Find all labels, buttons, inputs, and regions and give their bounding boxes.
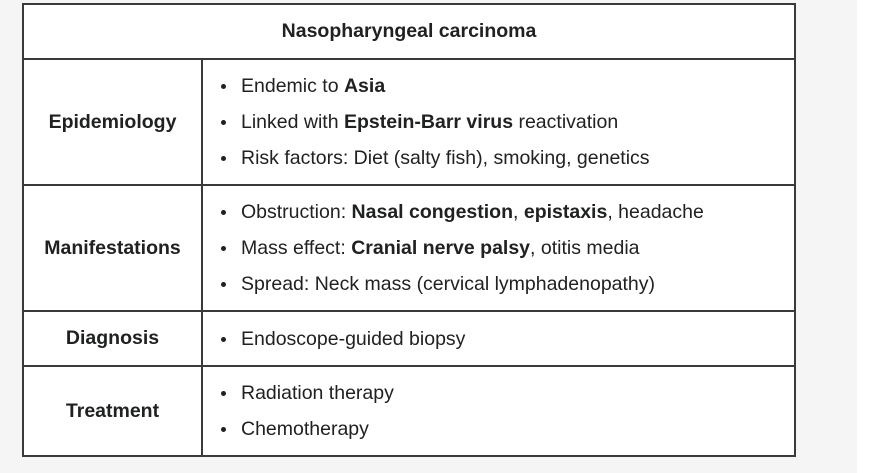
bold-term: Asia (343, 75, 386, 97)
bold-term: Nasal congestion (351, 201, 514, 223)
list-item: Spread: Neck mass (cervical lymphadenopa… (219, 266, 794, 302)
page-margin (857, 0, 875, 473)
row-label-treatment: Treatment (22, 365, 203, 457)
text-segment: Endoscope-guided biopsy (241, 327, 466, 350)
list-item: Mass effect: Cranial nerve palsy, otitis… (219, 230, 794, 266)
table-title: Nasopharyngeal carcinoma (22, 3, 796, 60)
bullet-list: Obstruction: Nasal congestion, epistaxis… (219, 194, 794, 302)
list-item: Chemotherapy (219, 411, 794, 447)
text-segment: Radiation therapy (241, 382, 394, 404)
bold-term: epistaxis (523, 201, 608, 223)
text-segment: Chemotherapy (241, 418, 369, 440)
row-label-diagnosis: Diagnosis (22, 310, 203, 367)
table-row-diagnosis: Diagnosis Endoscope-guided biopsy (22, 310, 796, 367)
info-table: Nasopharyngeal carcinoma Epidemiology En… (22, 3, 796, 457)
text-segment: , (513, 201, 524, 223)
row-content-diagnosis: Endoscope-guided biopsy (201, 310, 796, 367)
text-segment: Risk factors: Diet (salty fish), smoking… (241, 147, 650, 169)
text-segment: Mass effect: (241, 237, 352, 259)
table-row-manifestations: Manifestations Obstruction: Nasal conges… (22, 184, 796, 312)
row-content-manifestations: Obstruction: Nasal congestion, epistaxis… (201, 184, 796, 312)
list-item: Endemic to Asia (219, 68, 794, 104)
row-label-epidemiology: Epidemiology (22, 58, 203, 186)
bold-term: Cranial nerve palsy (351, 237, 531, 259)
text-segment: Obstruction: (241, 201, 352, 223)
bold-term: Epstein-Barr virus (343, 111, 514, 133)
table-row-epidemiology: Epidemiology Endemic to Asia Linked with … (22, 58, 796, 186)
text-segment: Spread: Neck mass (cervical lymphadenopa… (241, 273, 656, 295)
list-item: Radiation therapy (219, 375, 794, 411)
bullet-list: Endoscope-guided biopsy (219, 321, 794, 357)
row-label-manifestations: Manifestations (22, 184, 203, 312)
bullet-list: Endemic to Asia Linked with Epstein-Barr … (219, 68, 794, 176)
list-item: Linked with Epstein-Barr virus reactivat… (219, 104, 794, 140)
text-segment: reactivation (513, 111, 619, 133)
table-row-treatment: Treatment Radiation therapy Chemotherapy (22, 365, 796, 457)
text-segment: Endemic to (241, 75, 344, 97)
list-item: Obstruction: Nasal congestion, epistaxis… (219, 194, 794, 230)
bullet-list: Radiation therapy Chemotherapy (219, 375, 794, 447)
list-item: Risk factors: Diet (salty fish), smoking… (219, 140, 794, 176)
text-segment: Linked with (241, 111, 344, 133)
row-content-epidemiology: Endemic to Asia Linked with Epstein-Barr … (201, 58, 796, 186)
text-segment: , headache (607, 201, 704, 223)
text-segment: , otitis media (530, 237, 640, 259)
row-content-treatment: Radiation therapy Chemotherapy (201, 365, 796, 457)
list-item: Endoscope-guided biopsy (219, 321, 794, 357)
